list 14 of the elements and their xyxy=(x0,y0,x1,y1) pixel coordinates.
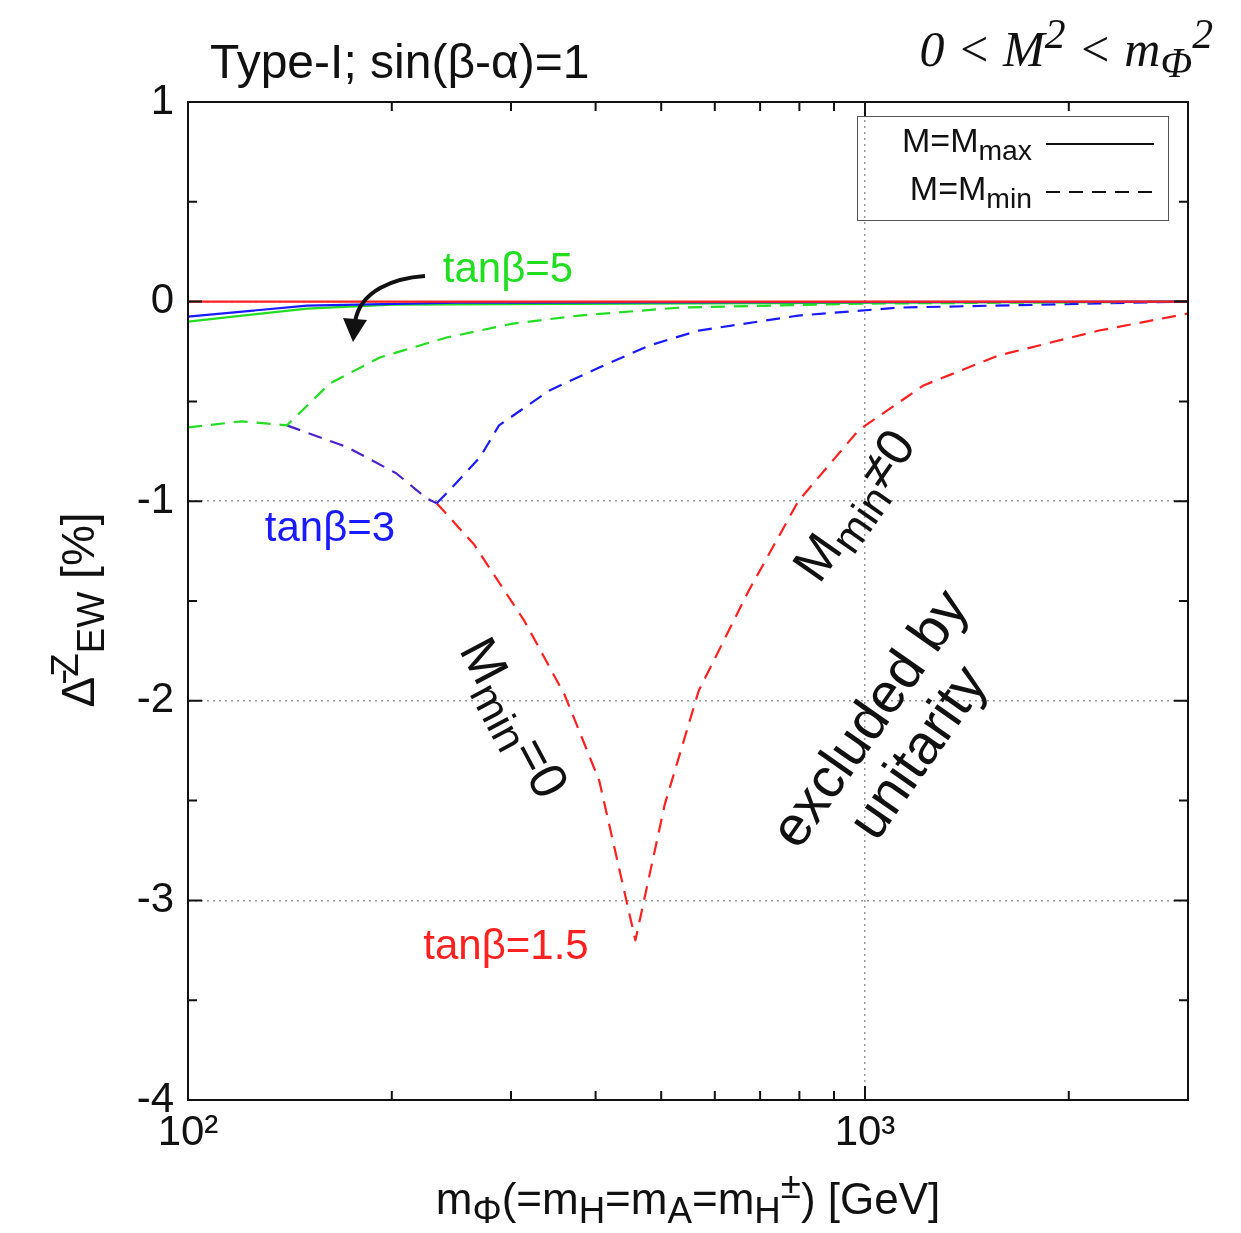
annotation: M=M$_{max}$ xyxy=(900,121,1032,167)
y-tick-label: -3 xyxy=(136,873,174,921)
series-label: tanβ=1.5 xyxy=(423,921,589,969)
y-tick-label: -2 xyxy=(136,674,174,722)
key-panel: M=M$_{max}$ M=M$_{min}$ xyxy=(857,116,1169,221)
chart-title: Type-I; sin(β-α)=1 xyxy=(210,34,590,89)
text: m$_{Φ}$(=m$_{H}$=m$_{A}$=m$_{H}$$^{±}$) [GeV] xyxy=(435,1165,941,1232)
y-tick-label: 1 xyxy=(150,75,174,123)
y-tick-label: 0 xyxy=(150,275,174,323)
series-label: tanβ=5 xyxy=(442,244,574,292)
annotation: M=M$_{min}$ xyxy=(908,169,1032,215)
y-tick-label: -1 xyxy=(136,474,174,522)
series-label: tanβ=3 xyxy=(264,503,396,551)
x-tick-label: 10³ xyxy=(834,1106,896,1154)
